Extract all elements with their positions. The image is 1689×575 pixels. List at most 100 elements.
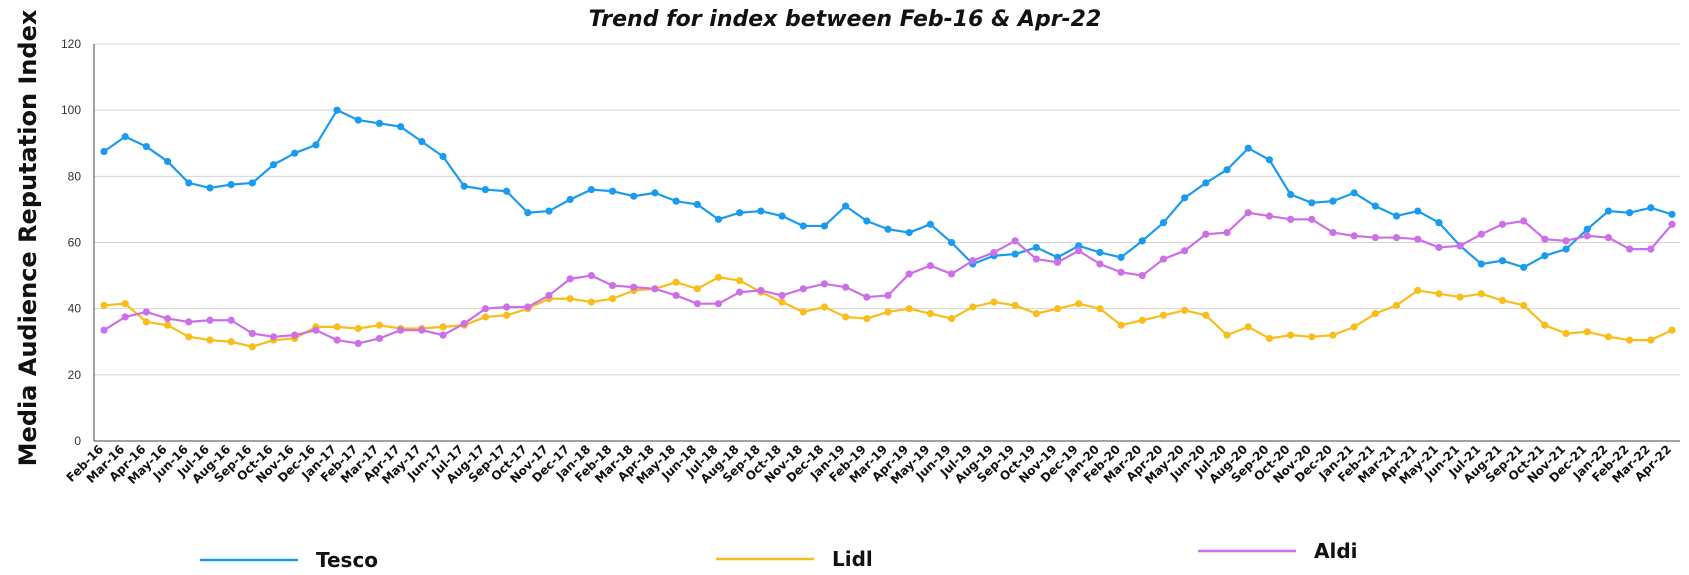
data-point-lidl [566,295,574,303]
data-point-lidl [163,321,172,329]
data-point-lidl [1329,331,1337,339]
data-point-aldi [1329,228,1337,237]
data-point-tesco [1011,250,1019,258]
data-point-aldi [1435,243,1443,252]
data-point-lidl [1498,296,1507,304]
data-point-lidl [439,323,447,331]
series-line-tesco [103,109,1673,269]
data-point-tesco [651,189,659,197]
data-point-tesco [354,116,362,124]
data-point-tesco [418,137,426,146]
data-point-lidl [100,301,108,309]
data-point-aldi [736,288,744,296]
data-point-aldi [1286,215,1295,223]
data-point-aldi [545,291,553,300]
data-point-aldi [990,248,998,257]
y-tick-label: 20 [68,368,82,382]
data-point-lidl [969,303,977,311]
data-point-aldi [375,334,384,343]
data-point-lidl [778,298,786,306]
data-point-aldi [121,313,129,321]
data-point-aldi [1583,232,1591,240]
data-point-aldi [100,326,108,334]
data-point-lidl [248,343,256,351]
data-point-aldi [778,291,786,300]
data-point-lidl [1223,331,1231,339]
series-aldi [100,209,1676,348]
data-point-tesco [1520,263,1528,271]
data-point-aldi [863,293,871,301]
data-point-lidl [1286,331,1295,339]
data-point-lidl [1371,310,1379,318]
data-point-tesco [1286,190,1295,199]
data-point-aldi [630,283,638,291]
data-point-tesco [608,187,617,195]
data-point-tesco [1562,245,1570,253]
data-point-aldi [1498,220,1507,228]
data-point-lidl [185,333,193,341]
y-tick-label: 80 [68,169,82,183]
data-point-tesco [1392,212,1401,220]
legend-label-lidl: Lidl [832,547,873,571]
data-point-lidl [1265,334,1274,343]
data-point-lidl [375,321,384,329]
data-point-aldi [1032,255,1040,263]
data-point-aldi [1223,228,1231,237]
y-tick-label: 100 [61,103,81,117]
data-point-tesco [206,184,214,192]
data-point-tesco [439,152,447,161]
y-tick-label: 40 [68,302,82,316]
data-point-aldi [1392,233,1401,242]
data-point-aldi [312,326,320,334]
data-point-aldi [481,305,490,313]
data-point-lidl [1032,310,1040,318]
data-point-aldi [1647,245,1655,253]
data-point-tesco [397,123,405,131]
data-point-tesco [269,161,278,169]
data-point-lidl [1604,333,1613,341]
data-point-tesco [1223,166,1231,174]
data-point-aldi [1477,230,1485,238]
y-tick-label: 120 [61,37,81,51]
data-point-tesco [587,185,595,194]
data-point-lidl [1202,311,1210,319]
data-point-tesco [1626,209,1634,217]
data-point-lidl [1159,311,1168,319]
data-point-aldi [1159,255,1168,263]
series-lidl [100,273,1676,351]
legend-label-tesco: Tesco [316,548,378,572]
data-point-tesco [1414,207,1422,215]
data-point-aldi [354,339,362,348]
data-point-tesco [1244,144,1252,152]
data-point-tesco [1053,253,1062,261]
data-point-lidl [926,310,934,318]
data-point-tesco [736,209,744,217]
data-point-aldi [397,326,405,334]
data-point-tesco [884,225,892,233]
data-point-aldi [524,303,532,311]
data-point-aldi [248,329,256,338]
data-point-tesco [291,149,299,157]
data-point-tesco [1329,197,1337,205]
data-point-lidl [1435,290,1443,298]
data-point-tesco [1647,204,1655,212]
data-point-lidl [905,305,913,313]
data-point-lidl [714,273,723,281]
data-point-lidl [1647,336,1655,344]
data-point-tesco [163,157,172,166]
data-point-lidl [1626,336,1634,344]
data-point-lidl [142,318,150,326]
gridlines [94,43,1680,376]
data-point-lidl [502,311,511,319]
data-point-lidl [1244,323,1252,331]
data-point-lidl [1583,328,1591,336]
data-point-aldi [905,270,913,278]
data-point-aldi [693,300,701,308]
data-point-aldi [1011,237,1019,245]
data-point-lidl [333,323,341,331]
data-point-aldi [926,262,934,270]
data-point-tesco [1541,252,1549,260]
data-point-lidl [1392,301,1401,309]
data-point-lidl [1668,326,1676,334]
legend-item-aldi: Aldi [1198,539,1358,563]
